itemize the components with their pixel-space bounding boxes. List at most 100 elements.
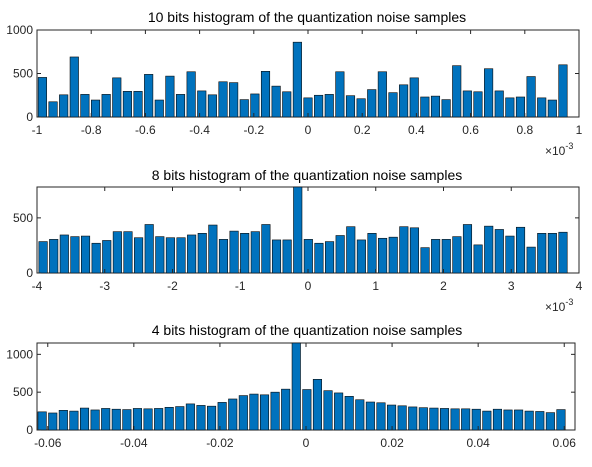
- panel-4bit-xtick-label: 0: [303, 436, 310, 450]
- panel-8bit-bar: [229, 230, 239, 274]
- panel-8bit-bar: [303, 239, 313, 274]
- panel-10bit-bar: [282, 91, 292, 118]
- panel-4bit-bar: [450, 408, 460, 431]
- panel-10bit-bar: [314, 94, 324, 118]
- panel-8bit-bar: [367, 233, 377, 274]
- panel-8bit-xtick-label: 1: [372, 279, 379, 293]
- panel-10bit-bar: [420, 96, 430, 118]
- panel-4bit-bar: [503, 409, 513, 431]
- panel-10bit-bar: [377, 71, 387, 118]
- panel-8bit-bar: [38, 241, 48, 274]
- panel-4bit-bar: [48, 412, 58, 431]
- panel-4bit-bar: [185, 403, 195, 431]
- panel-10bit-bar: [452, 65, 462, 118]
- panel-8bit-bar: [335, 235, 345, 274]
- panel-10bit-bar: [260, 71, 271, 118]
- panel-8bit-bar: [91, 242, 101, 274]
- panel-8bit-xtick-label: -1: [235, 279, 246, 293]
- panel-8bit-bar: [49, 239, 59, 274]
- panel-10bit-bar: [473, 91, 483, 118]
- panel-10bit-bar: [122, 91, 132, 118]
- panel-4bit-title: 4 bits histogram of the quantization noi…: [152, 322, 463, 338]
- panel-8bit-bar: [515, 226, 526, 274]
- panel-4bit-xtick-label: 0.06: [553, 436, 577, 450]
- panel-4bit-bar: [259, 394, 270, 431]
- panel-10bit-bar: [144, 74, 154, 118]
- panel-4bit-bar: [238, 395, 248, 431]
- panel-10bit-bar: [292, 41, 302, 118]
- panel-10bit-bar: [356, 98, 366, 118]
- panel-10bit-bar: [59, 94, 69, 118]
- panel-8bit-bar: [526, 246, 536, 274]
- panel-4bit-bar: [101, 408, 111, 431]
- panel-10bit-bar: [218, 81, 228, 118]
- panel-4bit-bar: [334, 392, 344, 431]
- panel-8bit-bar: [325, 241, 335, 274]
- panel-4bit-bar: [90, 409, 100, 431]
- panel-8bit-xtick-label: 2: [440, 279, 447, 293]
- panel-4bit-bar: [37, 411, 47, 431]
- panel-8bit-bar: [356, 239, 366, 274]
- panel-8bit-bar: [537, 233, 547, 274]
- panel-10bit-bar: [484, 68, 494, 118]
- panel-8bit-xtick-label: 0: [305, 279, 312, 293]
- panel-8bit-x-multiplier: ×10-3: [545, 297, 573, 314]
- panel-4bit-bar: [492, 408, 502, 431]
- panel-4bit-bar: [196, 405, 206, 431]
- panel-10bit-xtick-label: -0.2: [243, 123, 264, 137]
- panel-4bit-bar: [344, 396, 354, 431]
- panel-4bit-bar: [418, 407, 428, 431]
- panel-8bit-bar: [271, 239, 282, 274]
- panel-4bit-bar: [461, 408, 471, 431]
- panel-8bit-bar: [261, 224, 271, 274]
- panel-10bit-bars: [37, 41, 568, 118]
- panel-10bit-bar: [367, 89, 377, 118]
- panel-8bit-bar: [484, 225, 494, 274]
- panel-4bit-bar: [249, 393, 259, 431]
- panel-10bit-bar: [505, 97, 515, 118]
- panel-4bit-xtick-label: -0.02: [206, 436, 234, 450]
- panel-10bit-bar: [229, 82, 239, 118]
- panel-10bit-ytick-label: 1000: [6, 23, 33, 37]
- panel-10bit-xtick-label: -1: [32, 123, 43, 137]
- panel-8bit-bar: [431, 239, 441, 274]
- panel-8bit-bar: [494, 229, 504, 274]
- panel-10bit-xtick-label: -0.6: [135, 123, 156, 137]
- panel-4bit-bar: [545, 412, 555, 431]
- panel-8bit-bar: [208, 224, 218, 274]
- panel-10bit-ytick-label: 500: [13, 67, 33, 81]
- panel-10bit-bar: [409, 77, 419, 118]
- panel-10bit-bar: [250, 93, 260, 118]
- panel-8bit-ticks: -4 -3 -2 -1 0 1 2 3 4 0 500: [13, 187, 583, 293]
- panel-4bit-ticks: -0.06 -0.04 -0.02 0 0.02 0.04 0.06 0 500 1000: [6, 343, 576, 450]
- panel-8bit-bar: [547, 233, 557, 274]
- panel-10bit-xtick-label: -0.8: [81, 123, 102, 137]
- panel-8bit-bar: [314, 242, 324, 274]
- panel-4bit-bar: [387, 404, 397, 431]
- panel-8bit-xtick-label: -2: [167, 279, 178, 293]
- panel-4bit-bar: [228, 398, 238, 431]
- panel-10bit-xtick-label: -0.4: [189, 123, 210, 137]
- panel-10bit-bar: [399, 84, 409, 118]
- panel-4bit-xtick-label: 0.02: [380, 436, 404, 450]
- panel-10bit-xtick-label: 1: [576, 123, 583, 137]
- panel-4bit-bar: [524, 410, 534, 431]
- panel-4bit-bar: [471, 408, 481, 431]
- panel-10bit-xtick-label: 0.4: [408, 123, 425, 137]
- panel-8bit-xtick-label: -4: [32, 279, 43, 293]
- panel-4bit-bar: [556, 409, 566, 431]
- panel-4bit-bar: [281, 388, 291, 431]
- panel-4bit-bar: [365, 401, 375, 431]
- panel-10bit-bar: [48, 101, 58, 118]
- panel-10bit-title: 10 bits histogram of the quantization no…: [148, 9, 466, 25]
- panel-10bit-bar: [186, 71, 196, 118]
- panel-10bit: 10 bits histogram of the quantization no…: [6, 9, 582, 158]
- panel-4bit-bar: [535, 411, 545, 431]
- panel-8bit-ytick-label: 0: [26, 266, 33, 280]
- panel-8bit-bar: [388, 236, 398, 274]
- panel-4bit-bar: [302, 389, 312, 431]
- panel-8bit-bar: [176, 237, 186, 274]
- panel-10bit-bar: [133, 91, 143, 118]
- panel-4bit-xtick-label: -0.06: [34, 436, 62, 450]
- panel-4bit-bar: [429, 407, 439, 431]
